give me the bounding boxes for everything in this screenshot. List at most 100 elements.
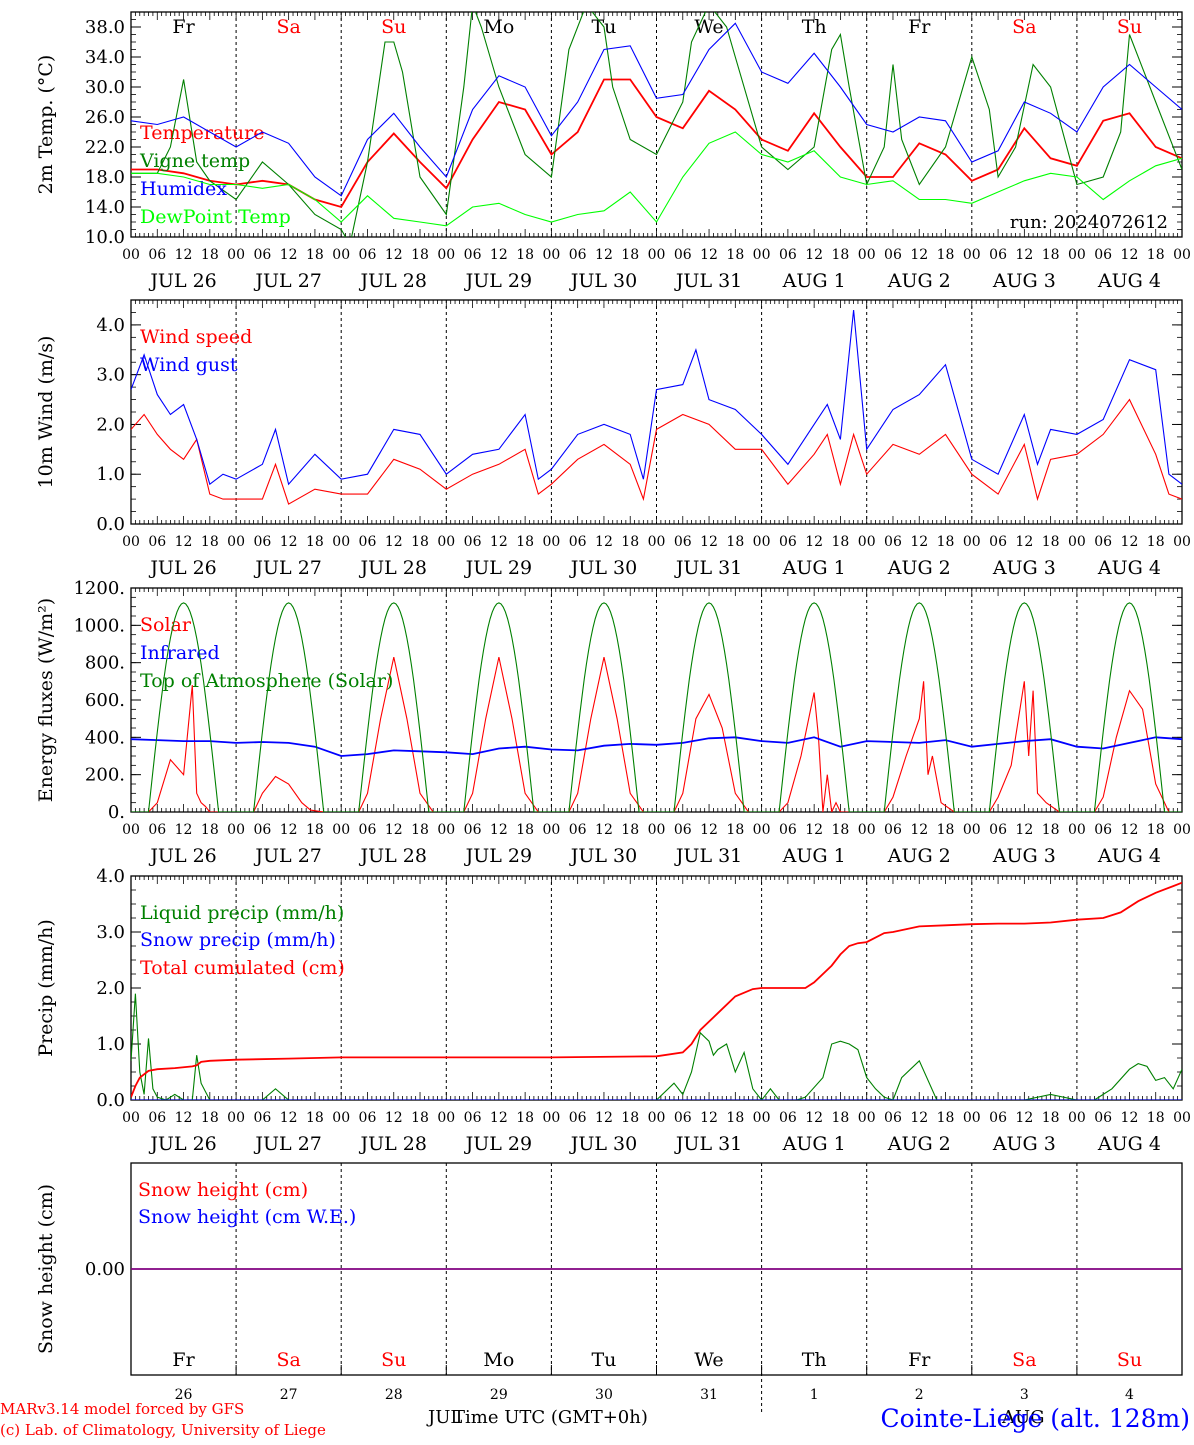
hour-tick-label: 12 [490, 822, 508, 838]
station-name: Cointe-Liege (alt. 128m) [881, 1404, 1190, 1433]
y-tick-label: 3.0 [96, 922, 125, 943]
hour-tick-label: 12 [805, 247, 823, 263]
hour-tick-label: 18 [411, 534, 429, 550]
date-label: JUL 29 [464, 270, 532, 292]
hour-tick-label: 00 [542, 247, 560, 263]
y-tick-label: 400. [85, 727, 125, 748]
y-axis-title: 2m Temp. (°C) [35, 55, 57, 195]
hour-tick-label: 18 [726, 534, 744, 550]
legend-entry: DewPoint Temp [140, 206, 291, 228]
date-label: AUG 4 [1097, 1133, 1161, 1155]
date-label: AUG 2 [887, 1133, 951, 1155]
legend-entry: Snow height (cm) [138, 1179, 308, 1201]
panel-2: 0.0 1.0 2.0 3.0 4.0 10m Wind (m/s) 00 06 12 18 JUL… [35, 299, 1191, 579]
date-label: AUG 1 [782, 270, 846, 292]
y-tick-label: 1.0 [96, 464, 125, 485]
hour-tick-label: 06 [464, 822, 482, 838]
hour-tick-label: 12 [700, 534, 718, 550]
y-tick-label: 1200. [73, 578, 125, 599]
hour-tick-label: 12 [910, 822, 928, 838]
hour-tick-label: 06 [569, 247, 587, 263]
hour-tick-label: 06 [674, 822, 692, 838]
hour-tick-label: 00 [1173, 247, 1191, 263]
hour-tick-label: 06 [1094, 822, 1112, 838]
date-label: JUL 29 [464, 845, 532, 867]
legend-entry: Top of Atmosphere (Solar) [140, 670, 393, 692]
hour-tick-label: 12 [700, 822, 718, 838]
date-label: JUL 31 [674, 557, 742, 579]
legend-entry: Solar [140, 614, 192, 636]
hour-tick-label: 06 [148, 822, 166, 838]
y-tick-label: 800. [85, 653, 125, 674]
hour-tick-label: 06 [779, 247, 797, 263]
hour-tick-label: 18 [937, 822, 955, 838]
hour-tick-label: 18 [201, 247, 219, 263]
hour-tick-label: 18 [1147, 822, 1165, 838]
hour-tick-label: 00 [648, 247, 666, 263]
run-label: run: 2024072612 [1010, 212, 1168, 233]
date-label: AUG 3 [992, 557, 1056, 579]
date-label: JUL 28 [359, 1133, 427, 1155]
hour-tick-label: 06 [253, 247, 271, 263]
hour-tick-label: 00 [858, 1110, 876, 1126]
hour-tick-label: 00 [227, 1110, 245, 1126]
date-label: AUG 3 [992, 1133, 1056, 1155]
hour-tick-label: 06 [359, 534, 377, 550]
hour-tick-label: 00 [963, 534, 981, 550]
hour-tick-label: 18 [621, 534, 639, 550]
y-tick-label: 4.0 [96, 315, 125, 336]
y-tick-label: 1000. [73, 615, 125, 636]
hour-tick-label: 18 [1147, 1110, 1165, 1126]
weekday-label: Mo [483, 16, 514, 38]
x-axis-title: Time UTC (GMT+0h) [453, 1407, 648, 1428]
legend-entry: Total cumulated (cm) [140, 957, 345, 979]
hour-tick-label: 18 [201, 822, 219, 838]
hour-tick-label: 00 [542, 534, 560, 550]
hour-tick-label: 12 [1121, 1110, 1139, 1126]
hour-tick-label: 18 [411, 247, 429, 263]
hour-tick-label: 00 [227, 247, 245, 263]
hour-tick-label: 18 [306, 822, 324, 838]
hour-tick-label: 00 [1173, 822, 1191, 838]
day-number-label: 31 [700, 1387, 718, 1403]
hour-tick-label: 06 [359, 1110, 377, 1126]
hour-tick-label: 00 [122, 534, 140, 550]
y-tick-label: 0.00 [85, 1259, 125, 1280]
legend-entry: Infrared [140, 642, 220, 664]
hour-tick-label: 18 [306, 1110, 324, 1126]
hour-tick-label: 12 [175, 1110, 193, 1126]
hour-tick-label: 06 [148, 1110, 166, 1126]
weekday-label: Su [1117, 16, 1142, 38]
hour-tick-label: 06 [674, 1110, 692, 1126]
hour-tick-label: 12 [910, 534, 928, 550]
date-label: JUL 27 [253, 270, 321, 292]
weekday-label: Fr [908, 1349, 931, 1371]
hour-tick-label: 18 [726, 822, 744, 838]
day-number-label: 2 [915, 1387, 924, 1403]
hour-tick-label: 00 [227, 534, 245, 550]
hour-tick-label: 12 [1015, 534, 1033, 550]
hour-tick-label: 18 [1042, 534, 1060, 550]
hour-tick-label: 12 [385, 247, 403, 263]
date-label: JUL 28 [359, 845, 427, 867]
date-label: JUL 30 [569, 1133, 637, 1155]
date-label: JUL 26 [148, 845, 216, 867]
weekday-label: Sa [276, 1349, 300, 1371]
hour-tick-label: 00 [1173, 534, 1191, 550]
hour-tick-label: 18 [411, 822, 429, 838]
y-tick-label: 4.0 [96, 866, 125, 887]
hour-tick-label: 12 [175, 534, 193, 550]
date-label: AUG 3 [992, 845, 1056, 867]
legend-entry: Humidex [140, 178, 227, 200]
hour-tick-label: 18 [832, 1110, 850, 1126]
hour-tick-label: 00 [332, 247, 350, 263]
date-label: AUG 1 [782, 845, 846, 867]
hour-tick-label: 00 [648, 534, 666, 550]
y-tick-label: 22.0 [85, 137, 125, 158]
hour-tick-label: 18 [621, 1110, 639, 1126]
y-tick-label: 0.0 [96, 514, 125, 535]
weekday-label: We [694, 16, 723, 38]
series-line-infrared [131, 736, 1182, 757]
hour-tick-label: 12 [1121, 534, 1139, 550]
